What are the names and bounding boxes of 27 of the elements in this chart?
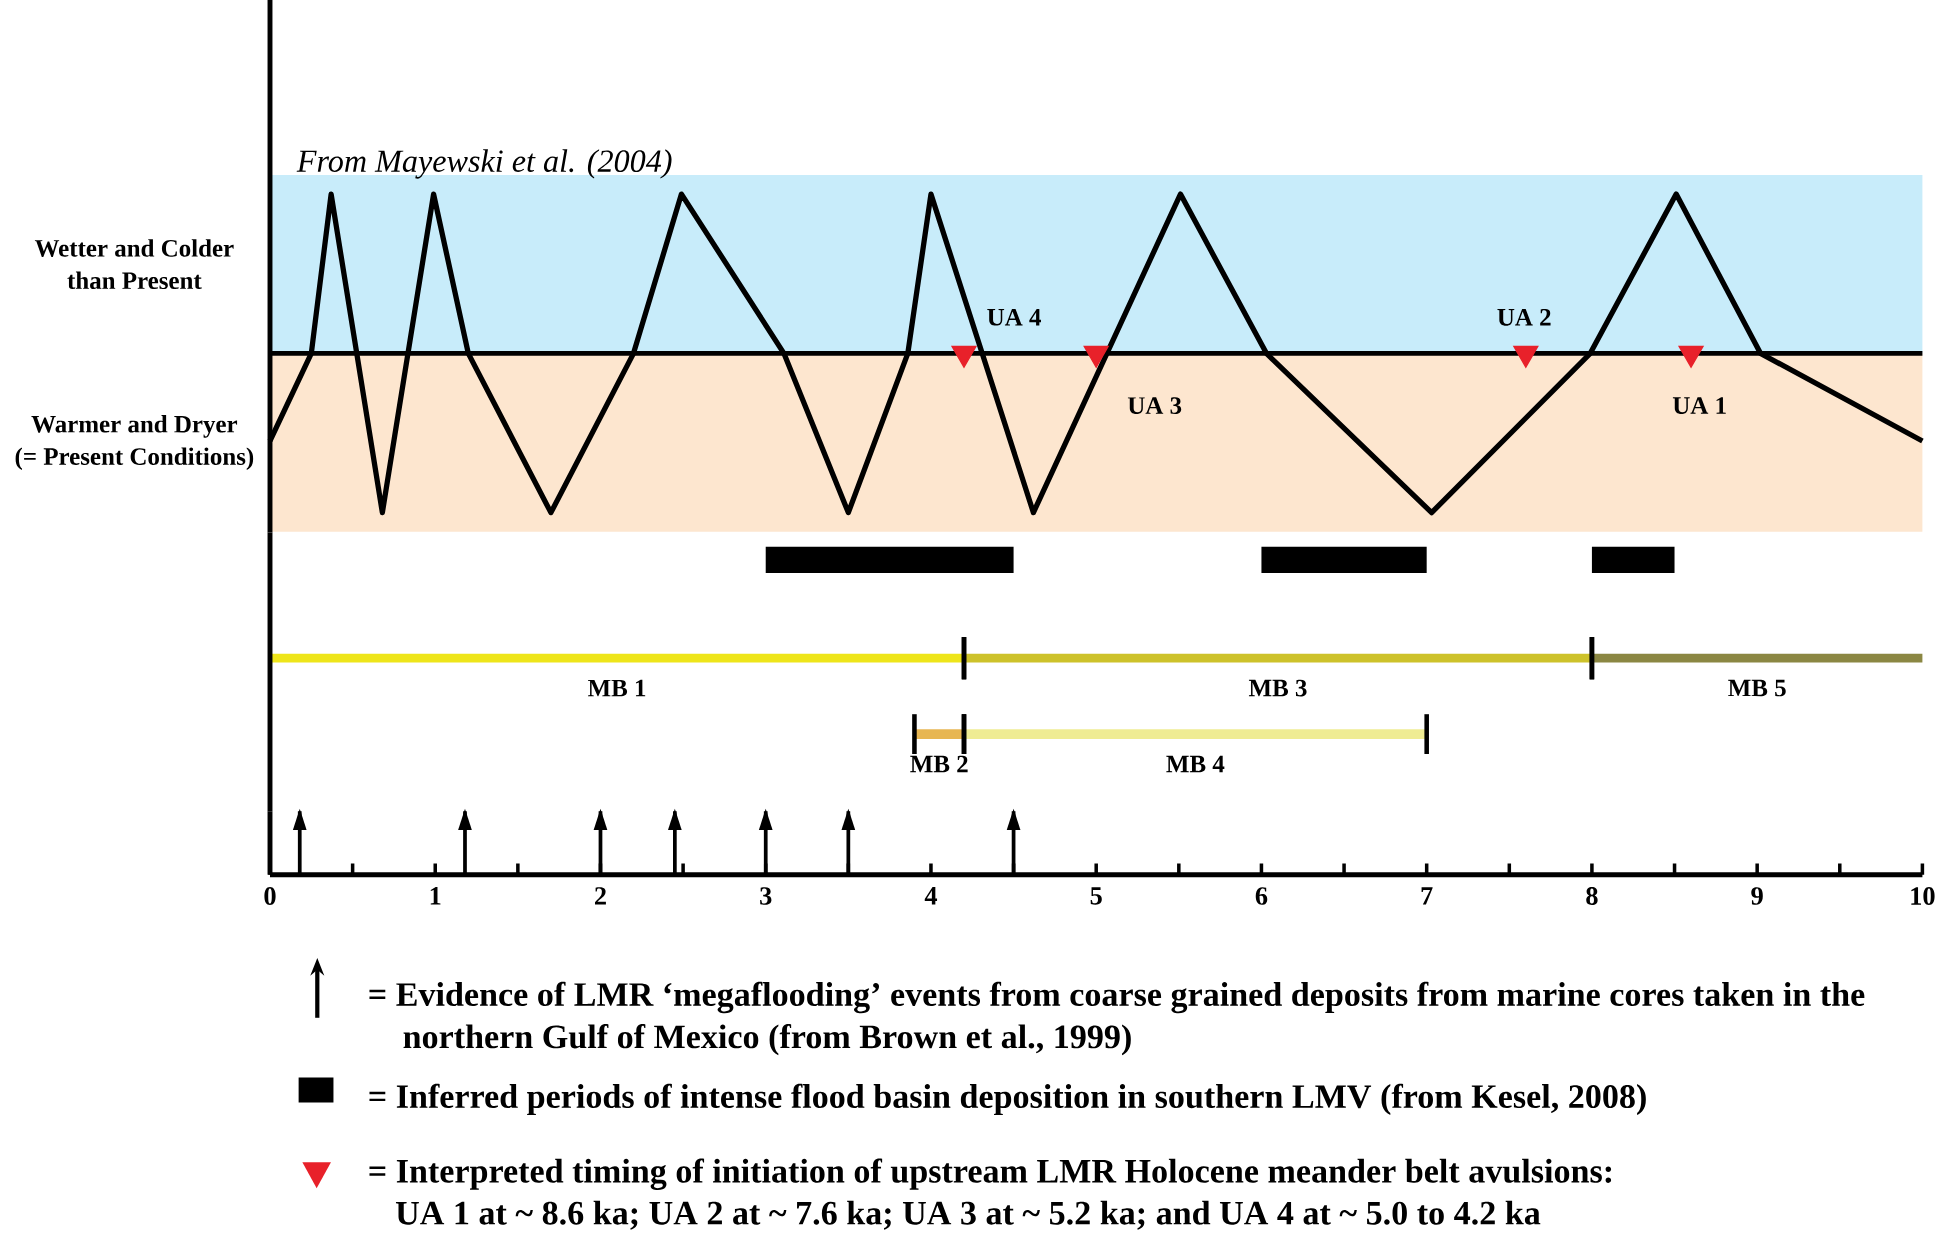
annotation: UA 2 [1497, 309, 1551, 326]
series-label: MB 1 [587, 680, 646, 697]
series-label: MB 5 [1728, 679, 1786, 697]
x-tick-label: 0 [264, 887, 276, 906]
band-label: Wetter and Colder than Present [34, 239, 234, 290]
text: = Evidence of LMR ‘megaflooding’ events from coarse grained deposits from marine cores taken in the northern Gulf of Mexico (from Brown et al., 1999) [369, 981, 1865, 1056]
series-label: MB 3 [1248, 679, 1307, 697]
x-tick-label: 9 [1751, 887, 1763, 906]
x-tick-label: 3 [760, 887, 772, 906]
x-tick-label: 8 [1586, 887, 1598, 906]
x-tick-label: 4 [924, 887, 938, 905]
series-label: MB 4 [1166, 755, 1225, 773]
x-tick-label: 1 [430, 887, 441, 905]
text: = Inferred periods of intense flood basin deposition in southern LMV (from Kesel, 2008) [369, 1084, 1646, 1116]
text: From Mayewski et al. (2004) [296, 149, 672, 179]
series-label: MB 2 [910, 755, 968, 773]
x-tick-label: 7 [1421, 887, 1433, 905]
text: UA 1 at ~ 8.6 ka; UA 2 at ~ 7.6 ka; UA 3 at ~ 5.2 ka; and UA 4 at ~ 5.0 to 4.2 ka [395, 1200, 1541, 1230]
annotation: UA 4 [987, 309, 1041, 326]
x-tick-label: 6 [1255, 887, 1268, 906]
annotation: UA 3 [1127, 397, 1182, 415]
x-tick-label: 5 [1090, 887, 1102, 905]
band-label: Warmer and Dryer (= Present Conditions) [15, 415, 254, 471]
annotation: UA 1 [1672, 397, 1726, 415]
x-tick-label: 2 [595, 887, 606, 905]
text: = Interpreted timing of initiation of upstream LMR Holocene meander belt avulsions: [369, 1158, 1612, 1191]
x-tick-label: 10 [1911, 887, 1935, 906]
